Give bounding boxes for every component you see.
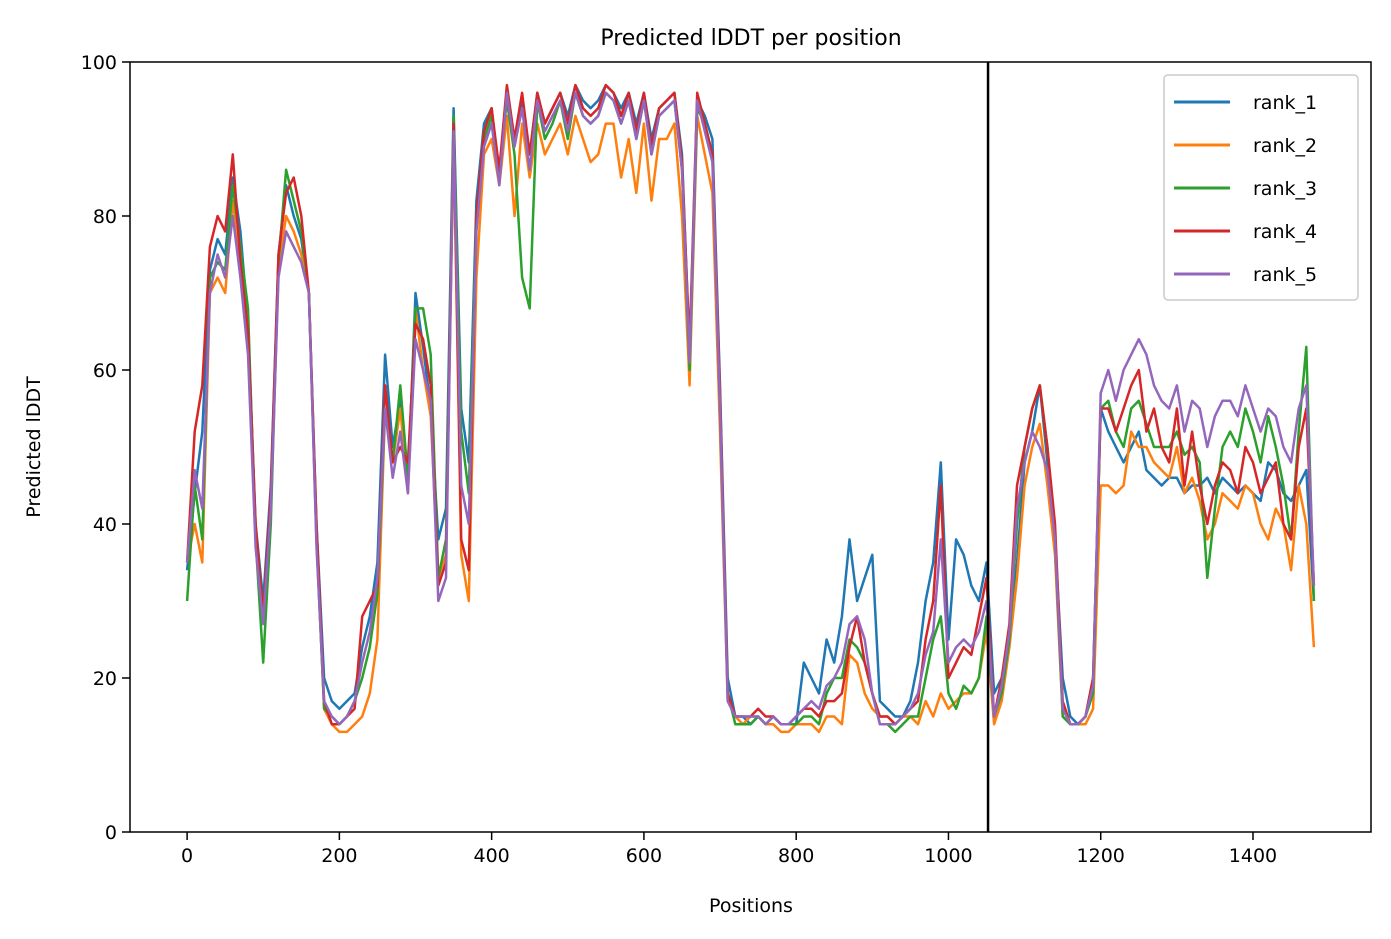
legend-label: rank_1 (1253, 92, 1317, 114)
y-tick-label: 20 (93, 668, 117, 690)
plot-frame (129, 61, 1372, 833)
y-tick-label: 0 (105, 822, 117, 844)
x-tick-label: 200 (321, 845, 357, 867)
legend-label: rank_5 (1253, 264, 1317, 286)
legend-items: rank_1 rank_2 rank_3 rank_4 rank_5 (1174, 92, 1317, 286)
legend: rank_1 rank_2 rank_3 rank_4 rank_5 (1163, 74, 1359, 301)
x-tick-label: 400 (474, 845, 510, 867)
y-axis-label: Predicted lDDT (23, 376, 45, 518)
x-axis-label: Positions (709, 895, 793, 917)
x-tick-label: 1200 (1077, 845, 1125, 867)
x-tick-label: 0 (181, 845, 193, 867)
y-axis: 0 20 40 60 80 100 (81, 52, 130, 844)
x-tick-label: 800 (778, 845, 814, 867)
chart-title: Predicted lDDT per position (600, 26, 901, 51)
legend-label: rank_3 (1253, 178, 1317, 200)
x-tick-label: 1000 (924, 845, 972, 867)
x-tick-label: 1400 (1229, 845, 1277, 867)
legend-label: rank_4 (1253, 221, 1317, 243)
legend-box (1163, 74, 1359, 301)
x-tick-label: 600 (626, 845, 662, 867)
series-line-rank-5 (185, 91, 1316, 726)
y-tick-label: 80 (93, 206, 117, 228)
y-tick-label: 100 (81, 52, 117, 74)
y-tick-label: 40 (93, 514, 117, 536)
x-axis: 0 200 400 600 800 1000 1200 1400 (181, 832, 1277, 867)
series-line-rank-3 (185, 91, 1316, 734)
legend-label: rank_2 (1253, 135, 1317, 157)
series-layer (185, 83, 1316, 734)
y-tick-label: 60 (93, 360, 117, 382)
